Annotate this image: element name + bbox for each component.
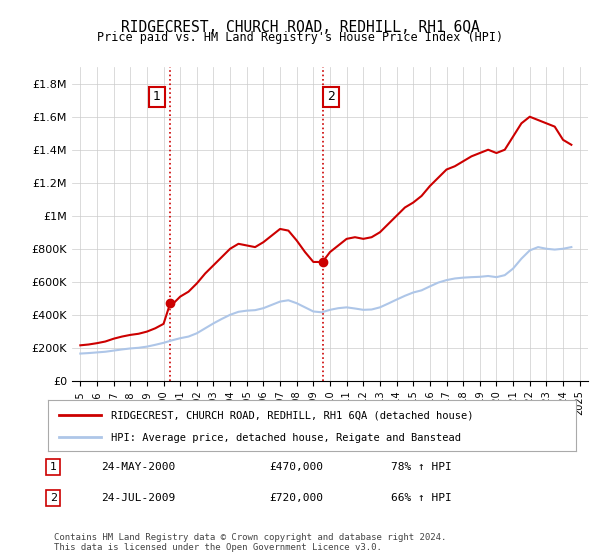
- Text: 2: 2: [327, 90, 335, 104]
- Text: £470,000: £470,000: [270, 462, 324, 472]
- Text: 1: 1: [50, 462, 57, 472]
- Text: RIDGECREST, CHURCH ROAD, REDHILL, RH1 6QA (detached house): RIDGECREST, CHURCH ROAD, REDHILL, RH1 6Q…: [112, 410, 474, 421]
- Text: 78% ↑ HPI: 78% ↑ HPI: [391, 462, 452, 472]
- Text: HPI: Average price, detached house, Reigate and Banstead: HPI: Average price, detached house, Reig…: [112, 433, 461, 443]
- Text: 66% ↑ HPI: 66% ↑ HPI: [391, 493, 452, 503]
- Text: 1: 1: [153, 90, 161, 104]
- Text: 2: 2: [50, 493, 57, 503]
- Text: £720,000: £720,000: [270, 493, 324, 503]
- Text: Contains HM Land Registry data © Crown copyright and database right 2024.: Contains HM Land Registry data © Crown c…: [54, 533, 446, 542]
- Text: This data is licensed under the Open Government Licence v3.0.: This data is licensed under the Open Gov…: [54, 543, 382, 552]
- Text: 24-MAY-2000: 24-MAY-2000: [101, 462, 175, 472]
- Text: 24-JUL-2009: 24-JUL-2009: [101, 493, 175, 503]
- Text: Price paid vs. HM Land Registry's House Price Index (HPI): Price paid vs. HM Land Registry's House …: [97, 31, 503, 44]
- Text: RIDGECREST, CHURCH ROAD, REDHILL, RH1 6QA: RIDGECREST, CHURCH ROAD, REDHILL, RH1 6Q…: [121, 20, 479, 35]
